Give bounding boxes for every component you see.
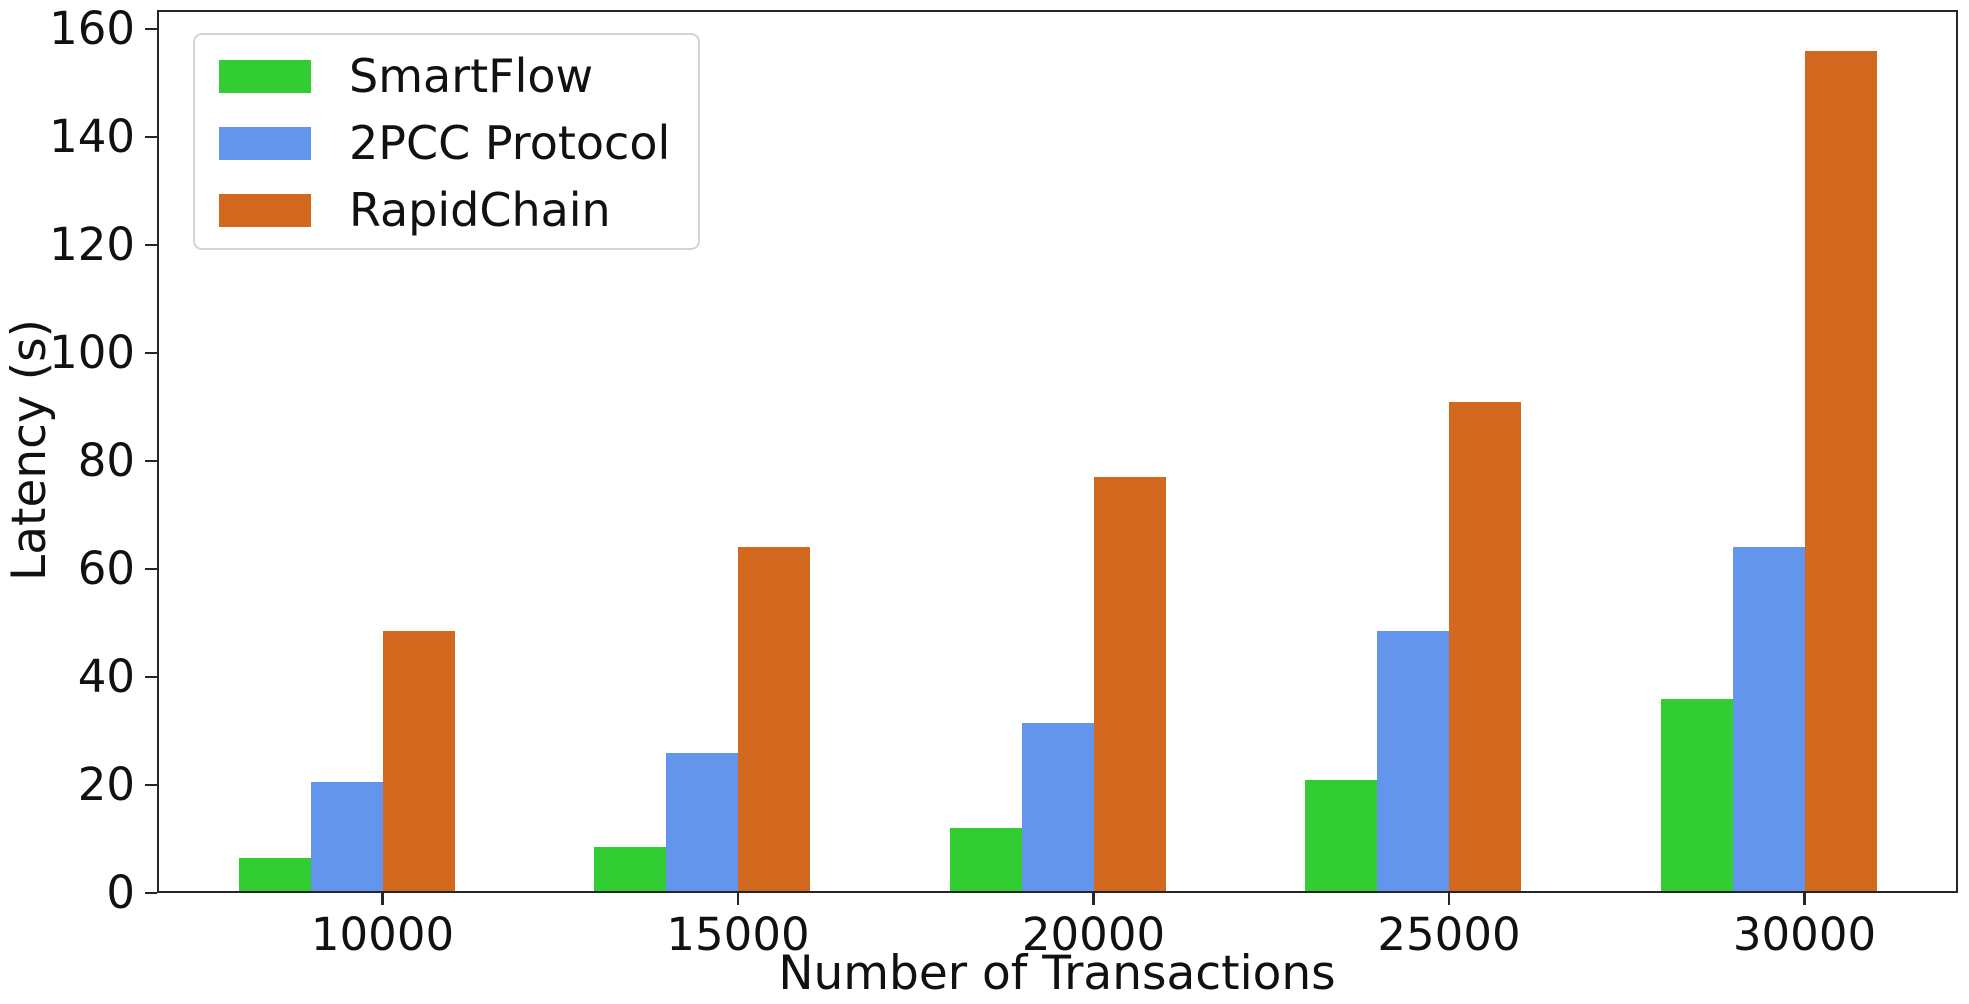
legend-row-smartflow: SmartFlow [219,53,670,100]
y-tick-label: 140 [49,109,135,163]
legend-label-smartflow: SmartFlow [349,49,594,103]
x-tick-mark [1447,893,1451,905]
y-tick-label: 120 [49,217,135,271]
x-tick-label: 10000 [310,908,455,961]
bar-2pcc-protocol-10000 [310,782,383,893]
legend-label-2pcc-protocol: 2PCC Protocol [349,116,671,170]
legend-swatch-2pcc-protocol [219,127,311,160]
y-tick-mark [145,675,157,679]
x-tick-label: 30000 [1732,908,1877,961]
x-tick-label: 25000 [1377,908,1521,961]
bar-rapidchain-10000 [382,631,455,893]
bar-rapidchain-25000 [1449,401,1521,893]
y-tick-mark [145,135,157,139]
x-tick-mark [1092,893,1095,905]
y-tick-mark [145,27,157,31]
bar-2pcc-protocol-20000 [1021,722,1094,893]
legend: SmartFlow 2PCC Protocol RapidChain [193,33,701,250]
x-tick-label: 20000 [1021,908,1166,961]
x-tick-mark [381,893,384,905]
x-tick-mark [1803,893,1806,905]
bar-rapidchain-30000 [1804,50,1877,893]
legend-row-rapidchain: RapidChain [219,187,670,234]
y-tick-label: 0 [106,866,135,919]
y-tick-mark [145,783,157,787]
legend-swatch-rapidchain [219,194,311,227]
y-tick-mark [145,567,157,571]
y-tick-mark [145,459,157,463]
y-tick-label: 40 [77,649,135,703]
y-tick-label: 100 [49,325,135,379]
bar-rapidchain-20000 [1093,477,1166,893]
bar-rapidchain-15000 [738,547,810,893]
bar-smartflow-20000 [949,828,1022,893]
y-tick-mark [145,351,157,355]
x-axis-label: Number of Transactions [778,946,1336,1001]
y-tick-label: 20 [77,757,135,811]
y-tick-label: 160 [49,1,135,55]
bar-smartflow-10000 [238,857,311,893]
bar-2pcc-protocol-25000 [1377,631,1449,893]
y-tick-label: 60 [77,541,135,595]
y-tick-label: 80 [77,433,135,487]
bar-2pcc-protocol-30000 [1732,547,1805,893]
x-tick-mark [736,893,740,905]
bar-smartflow-25000 [1305,779,1377,893]
legend-swatch-smartflow [219,60,311,93]
bar-2pcc-protocol-15000 [666,752,738,893]
x-tick-label: 15000 [666,908,810,961]
legend-row-2pcc-protocol: 2PCC Protocol [219,120,670,167]
bar-smartflow-30000 [1660,698,1733,893]
y-tick-mark [145,243,157,247]
y-tick-mark [145,891,157,895]
legend-label-rapidchain: RapidChain [349,183,611,237]
bar-smartflow-15000 [594,847,666,893]
